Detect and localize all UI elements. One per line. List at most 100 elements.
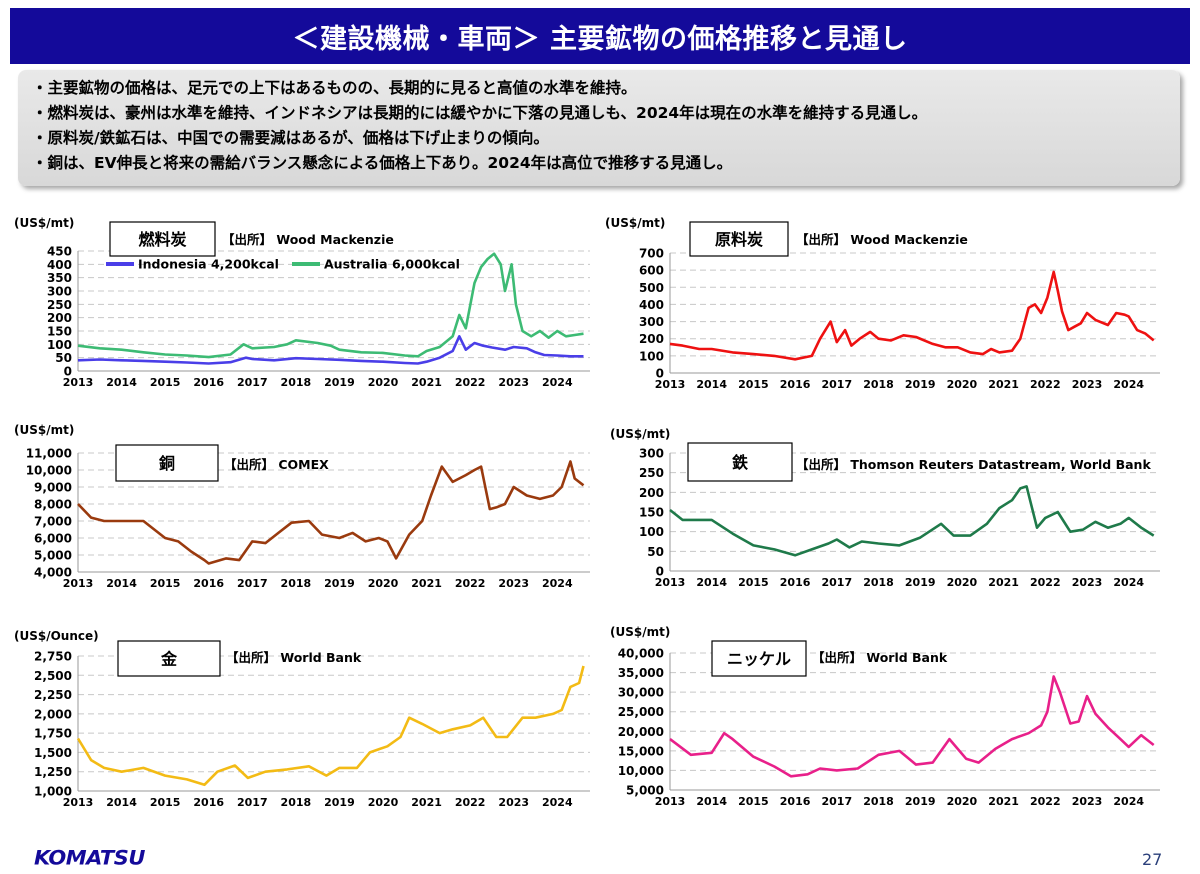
chart-title: 鉄 bbox=[732, 453, 748, 472]
y-tick-label: 50 bbox=[647, 545, 664, 559]
x-tick-label: 2024 bbox=[1113, 795, 1144, 808]
x-tick-label: 2019 bbox=[905, 576, 936, 589]
coking-coal-chart: 0 100 200 300 400 500 600 700 2013 2014 2015 2016 20… bbox=[605, 216, 1160, 391]
x-tick-label: 2016 bbox=[193, 376, 224, 389]
x-tick-label: 2020 bbox=[947, 378, 978, 391]
y-tick-label: 25,000 bbox=[618, 705, 664, 719]
y-tick-label: 500 bbox=[639, 281, 664, 295]
x-tick-label: 2019 bbox=[324, 376, 355, 389]
chart-title: ニッケル bbox=[727, 650, 791, 669]
y-tick-label: 2,000 bbox=[34, 707, 72, 721]
y-tick-label: 9,000 bbox=[34, 481, 72, 495]
y-tick-label: 0 bbox=[656, 367, 664, 381]
x-tick-label: 2017 bbox=[821, 576, 852, 589]
x-tick-label: 2021 bbox=[411, 376, 442, 389]
x-tick-label: 2014 bbox=[696, 378, 727, 391]
x-tick-label: 2017 bbox=[237, 577, 268, 590]
x-tick-label: 2017 bbox=[237, 796, 268, 809]
y-tick-label: 300 bbox=[639, 447, 664, 461]
x-tick-label: 2020 bbox=[947, 795, 978, 808]
x-tick-label: 2018 bbox=[863, 795, 894, 808]
y-axis-unit: (US$/mt) bbox=[610, 625, 670, 639]
x-tick-label: 2023 bbox=[498, 376, 529, 389]
x-tick-label: 2013 bbox=[655, 378, 686, 391]
chart-title-box bbox=[117, 640, 221, 677]
x-tick-label: 2024 bbox=[542, 376, 573, 389]
chart-title: 原料炭 bbox=[715, 230, 763, 249]
y-tick-label: 4,000 bbox=[34, 566, 72, 580]
y-tick-label: 450 bbox=[47, 245, 72, 259]
x-tick-label: 2016 bbox=[193, 796, 224, 809]
y-tick-label: 100 bbox=[47, 338, 72, 352]
x-tick-label: 2022 bbox=[455, 577, 486, 590]
x-tick-label: 2015 bbox=[738, 378, 769, 391]
chart-title: 金 bbox=[160, 650, 178, 669]
y-tick-label: 250 bbox=[639, 466, 664, 480]
x-tick-label: 2017 bbox=[821, 378, 852, 391]
series-line bbox=[77, 460, 585, 565]
y-tick-label: 400 bbox=[47, 258, 72, 272]
series-line bbox=[76, 665, 585, 787]
y-tick-label: 200 bbox=[639, 332, 664, 346]
y-tick-label: 200 bbox=[47, 311, 72, 325]
x-tick-label: 2021 bbox=[411, 796, 442, 809]
y-axis-unit: (US$/mt) bbox=[14, 423, 74, 437]
x-tick-label: 2013 bbox=[655, 795, 686, 808]
x-tick-label: 2021 bbox=[988, 576, 1019, 589]
x-tick-label: 2021 bbox=[411, 577, 442, 590]
y-tick-label: 100 bbox=[639, 349, 664, 363]
series-line bbox=[669, 270, 1155, 361]
x-tick-label: 2014 bbox=[106, 577, 137, 590]
x-tick-label: 2022 bbox=[1030, 576, 1061, 589]
x-tick-label: 2019 bbox=[324, 796, 355, 809]
y-tick-label: 1,250 bbox=[34, 765, 72, 779]
x-tick-label: 2020 bbox=[368, 796, 399, 809]
x-tick-label: 2016 bbox=[780, 378, 811, 391]
x-tick-label: 2017 bbox=[237, 376, 268, 389]
x-tick-label: 2020 bbox=[947, 576, 978, 589]
y-tick-label: 300 bbox=[639, 315, 664, 329]
y-tick-label: 1,500 bbox=[34, 746, 72, 760]
summary-bullet: ・銅は、EV伸長と将来の需給バランス懸念による価格上下あり。2024年は高位で推… bbox=[32, 154, 733, 172]
page-title: ＜建設機械・車両＞ 主要鉱物の価格推移と見通し bbox=[10, 8, 1190, 64]
x-tick-label: 2019 bbox=[324, 577, 355, 590]
chart-title-box bbox=[689, 221, 789, 257]
chart-title-box bbox=[115, 444, 219, 482]
summary-bullet: ・原料炭/鉄鉱石は、中国での需要減はあるが、価格は下げ止まりの傾向。 bbox=[32, 129, 549, 147]
x-tick-label: 2016 bbox=[780, 795, 811, 808]
y-tick-label: 30,000 bbox=[618, 686, 664, 700]
x-tick-label: 2013 bbox=[63, 376, 94, 389]
iron-ore-chart: 0 50 100 150 200 250 300 2013 2014 2015 2016 2017 20… bbox=[610, 427, 1160, 589]
x-tick-label: 2015 bbox=[738, 576, 769, 589]
y-tick-label: 350 bbox=[47, 271, 72, 285]
x-tick-label: 2017 bbox=[821, 795, 852, 808]
x-tick-label: 2024 bbox=[1113, 576, 1144, 589]
x-tick-label: 2020 bbox=[368, 376, 399, 389]
y-tick-label: 6,000 bbox=[34, 532, 72, 546]
x-tick-label: 2024 bbox=[542, 796, 573, 809]
series-line bbox=[669, 675, 1155, 778]
page-number: 27 bbox=[1142, 850, 1163, 869]
x-tick-label: 2019 bbox=[905, 795, 936, 808]
chart-title-box bbox=[109, 221, 216, 257]
x-tick-label: 2023 bbox=[498, 796, 529, 809]
y-tick-label: 7,000 bbox=[34, 515, 72, 529]
summary-bullet: ・主要鉱物の価格は、足元での上下はあるものの、長期的に見ると高値の水準を維持。 bbox=[32, 79, 637, 97]
x-tick-label: 2013 bbox=[63, 577, 94, 590]
y-tick-label: 5,000 bbox=[34, 549, 72, 563]
x-tick-label: 2024 bbox=[1113, 378, 1144, 391]
x-tick-label: 2013 bbox=[655, 576, 686, 589]
legend-label: Indonesia 4,200kcal bbox=[138, 257, 279, 272]
chart-title: 燃料炭 bbox=[138, 230, 186, 249]
x-tick-label: 2021 bbox=[988, 795, 1019, 808]
y-tick-label: 150 bbox=[639, 506, 664, 520]
y-tick-label: 8,000 bbox=[34, 498, 72, 512]
x-tick-label: 2023 bbox=[1072, 795, 1103, 808]
copper-chart: 4,000 5,000 6,000 7,000 8,000 9,000 10,000 11,0… bbox=[14, 423, 590, 590]
y-tick-label: 2,250 bbox=[34, 688, 72, 702]
x-tick-label: 2014 bbox=[696, 795, 727, 808]
chart-title-box bbox=[711, 640, 807, 677]
y-tick-label: 11,000 bbox=[26, 447, 72, 461]
y-tick-label: 700 bbox=[639, 247, 664, 261]
